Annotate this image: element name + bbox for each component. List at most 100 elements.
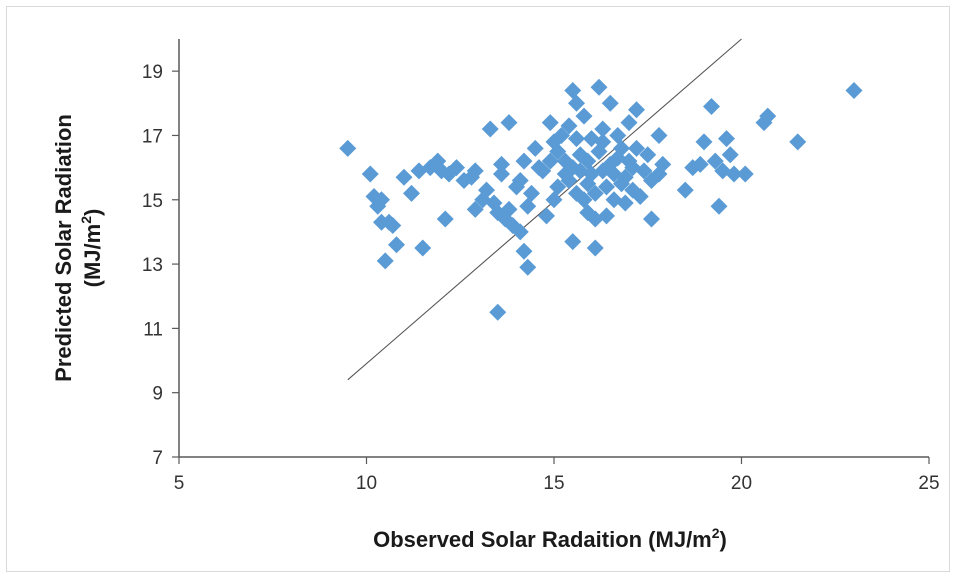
data-point xyxy=(478,181,495,199)
data-point xyxy=(500,200,518,218)
data-point xyxy=(598,207,615,225)
data-point xyxy=(466,162,484,180)
y-tick-label: 13 xyxy=(142,255,163,276)
data-point xyxy=(631,188,649,206)
data-point xyxy=(549,178,567,196)
y-tick-label: 15 xyxy=(142,191,163,212)
data-point xyxy=(448,159,465,177)
data-point xyxy=(654,155,672,173)
y-tick-label: 19 xyxy=(142,62,163,83)
data-point xyxy=(388,236,405,254)
data-point xyxy=(691,155,709,173)
data-point xyxy=(489,303,507,321)
data-point xyxy=(789,133,807,151)
data-point xyxy=(526,139,544,157)
data-point xyxy=(710,197,728,215)
data-point xyxy=(384,216,402,234)
data-point xyxy=(601,94,619,112)
data-point xyxy=(545,191,563,209)
data-point xyxy=(376,252,394,270)
data-point xyxy=(541,152,559,170)
data-point xyxy=(628,101,645,119)
scatter-chart: 5 10 15 20 25 7 9 11 13 15 17 19 Observed Solar Rad… xyxy=(51,38,940,552)
data-point xyxy=(515,242,533,260)
data-point xyxy=(436,210,454,228)
data-point xyxy=(586,239,604,257)
data-point xyxy=(500,114,518,132)
data-point xyxy=(493,155,510,173)
data-point xyxy=(519,258,537,276)
data-point xyxy=(590,78,608,96)
data-point xyxy=(564,81,582,99)
data-point xyxy=(523,184,540,202)
data-point xyxy=(706,152,724,170)
data-point xyxy=(616,168,634,186)
data-point xyxy=(403,184,420,202)
data-point xyxy=(541,114,559,132)
x-axis-title: Observed Solar Radaition (MJ/m2) xyxy=(373,525,727,552)
data-point xyxy=(361,165,379,183)
y-tick-label: 17 xyxy=(142,126,163,147)
data-point xyxy=(759,107,777,125)
data-point xyxy=(736,165,754,183)
data-point xyxy=(594,120,612,138)
x-tick-label: 20 xyxy=(731,473,752,494)
data-point xyxy=(560,171,578,189)
y-axis-title-line2-end: ) xyxy=(80,209,105,216)
data-point xyxy=(564,233,582,251)
data-point xyxy=(594,133,612,151)
data-point xyxy=(560,117,578,135)
x-tick-label: 25 xyxy=(918,473,939,494)
data-point xyxy=(579,152,597,170)
x-axis-title-end: ) xyxy=(720,527,727,552)
y-axis-title-superscript: 2 xyxy=(78,216,94,224)
data-point xyxy=(650,126,668,144)
data-point xyxy=(643,210,660,228)
x-tick-label: 5 xyxy=(174,473,185,494)
x-tick-label: 10 xyxy=(356,473,377,494)
data-point xyxy=(575,107,593,125)
data-point xyxy=(493,165,510,183)
data-point xyxy=(549,143,567,161)
data-point xyxy=(620,114,638,132)
x-axis-title-main: Observed Solar Radaition (MJ/m xyxy=(373,527,712,552)
data-point xyxy=(568,130,585,148)
data-point xyxy=(703,98,720,116)
data-point xyxy=(586,184,604,202)
data-point xyxy=(628,139,645,157)
data-point xyxy=(515,152,533,170)
data-point xyxy=(395,168,413,186)
tick-labels: 5 10 15 20 25 7 9 11 13 15 17 19 xyxy=(142,62,940,494)
data-point xyxy=(613,139,630,157)
data-point xyxy=(845,81,863,99)
data-point xyxy=(721,146,739,164)
y-tick-label: 9 xyxy=(152,384,163,405)
data-point xyxy=(414,239,432,257)
data-point xyxy=(466,200,484,218)
data-point xyxy=(519,197,537,215)
data-point xyxy=(695,133,713,151)
data-point xyxy=(639,146,657,164)
plot-area xyxy=(172,38,930,464)
data-point xyxy=(511,171,529,189)
y-axis-title-line2: (MJ/m2) xyxy=(78,209,105,288)
data-point xyxy=(534,162,552,180)
y-axis-title-line2-main: (MJ/m xyxy=(80,224,105,288)
y-tick-label: 11 xyxy=(143,319,163,340)
y-tick-label: 7 xyxy=(152,448,163,469)
data-point xyxy=(339,139,357,157)
x-tick-label: 15 xyxy=(543,473,564,494)
data-point xyxy=(718,130,735,148)
data-point xyxy=(373,191,390,209)
data-point xyxy=(511,223,529,241)
data-point xyxy=(676,181,694,199)
data-point xyxy=(598,178,615,196)
data-point xyxy=(616,194,634,212)
data-point xyxy=(575,191,593,209)
data-point xyxy=(725,165,743,183)
data-point xyxy=(481,120,499,138)
x-axis-title-superscript: 2 xyxy=(712,525,720,541)
y-axis-title-line1: Predicted Solar Radiation xyxy=(51,114,76,382)
y-axis-title-group: Predicted Solar Radiation (MJ/m2) xyxy=(51,114,105,382)
data-point xyxy=(635,162,653,180)
